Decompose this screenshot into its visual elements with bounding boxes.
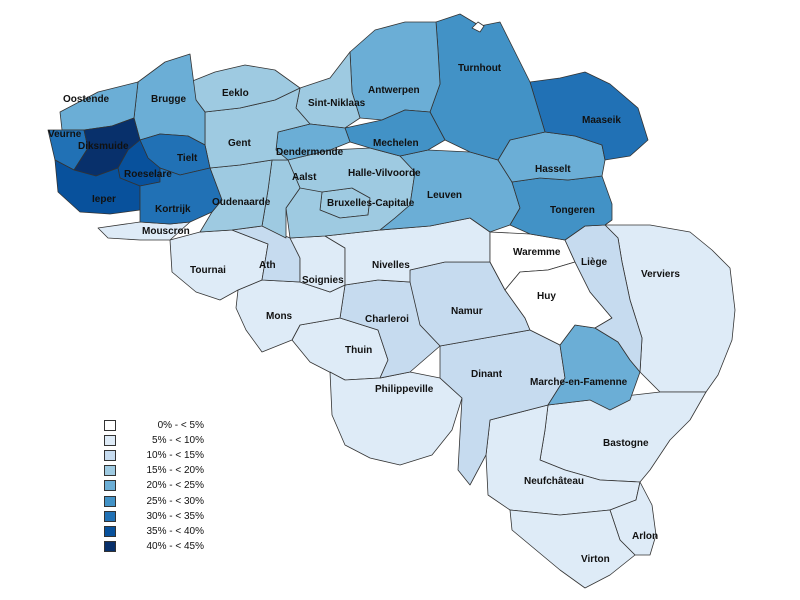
label-oostende: Oostende — [63, 94, 110, 105]
label-roeselare: Roeselare — [124, 169, 172, 180]
legend-row: 10% - < 15% — [104, 448, 204, 463]
label-neufchateau: Neufchâteau — [524, 476, 584, 487]
region-kortrijk[interactable] — [139, 167, 223, 225]
label-huy: Huy — [537, 291, 556, 302]
label-tielt: Tielt — [177, 153, 198, 164]
label-aalst: Aalst — [292, 172, 317, 183]
label-mons: Mons — [266, 311, 293, 322]
label-thuin: Thuin — [345, 345, 372, 356]
legend-swatch — [104, 420, 116, 432]
label-sint-niklaas: Sint-Niklaas — [308, 98, 366, 109]
label-antwerpen: Antwerpen — [368, 85, 420, 96]
legend-row: 40% - < 45% — [104, 539, 204, 554]
legend-row: 0% - < 5% — [104, 418, 204, 433]
legend-row: 20% - < 25% — [104, 478, 204, 493]
label-nivelles: Nivelles — [372, 260, 410, 271]
region-virton[interactable] — [509, 509, 636, 589]
label-tournai: Tournai — [190, 265, 226, 276]
label-charleroi: Charleroi — [365, 314, 409, 325]
label-leuven: Leuven — [427, 190, 462, 201]
label-eeklo: Eeklo — [222, 88, 249, 99]
legend-row: 35% - < 40% — [104, 524, 204, 539]
map-legend: 0% - < 5% 5% - < 10% 10% - < 15% 15% - <… — [104, 418, 204, 554]
legend-swatch — [104, 465, 116, 477]
label-hasselt: Hasselt — [535, 164, 571, 175]
baarle-hertog-exclave-icon — [471, 21, 485, 33]
legend-swatch — [104, 525, 116, 537]
legend-label: 15% - < 20% — [146, 465, 204, 477]
legend-swatch — [104, 450, 116, 462]
legend-row: 15% - < 20% — [104, 463, 204, 478]
legend-label: 5% - < 10% — [152, 435, 204, 447]
region-mechelen[interactable] — [344, 109, 446, 157]
label-philippeville: Philippeville — [375, 384, 434, 395]
label-oudenaarde: Oudenaarde — [212, 197, 271, 208]
label-mouscron: Mouscron — [142, 226, 190, 237]
legend-swatch — [104, 435, 116, 447]
legend-swatch — [104, 480, 116, 492]
legend-label: 20% - < 25% — [146, 480, 204, 492]
legend-swatch — [104, 495, 116, 507]
legend-row: 25% - < 30% — [104, 493, 204, 508]
label-waremme: Waremme — [513, 247, 561, 258]
label-virton: Virton — [581, 554, 610, 565]
legend-label: 10% - < 15% — [146, 450, 204, 462]
label-halle-vilvoorde: Halle-Vilvoorde — [348, 168, 421, 179]
label-mechelen: Mechelen — [373, 138, 419, 149]
label-kortrijk: Kortrijk — [155, 204, 191, 215]
label-turnhout: Turnhout — [458, 63, 502, 74]
label-namur: Namur — [451, 306, 483, 317]
region-maaseik[interactable] — [529, 71, 649, 161]
legend-row: 5% - < 10% — [104, 433, 204, 448]
legend-row: 30% - < 35% — [104, 509, 204, 524]
label-diksmuide: Diksmuide — [78, 141, 129, 152]
label-soignies: Soignies — [302, 275, 344, 286]
label-ieper: Ieper — [92, 194, 116, 205]
label-dendermonde: Dendermonde — [276, 147, 344, 158]
legend-label: 25% - < 30% — [146, 495, 204, 507]
label-maaseik: Maaseik — [582, 115, 621, 126]
region-bastogne[interactable] — [539, 391, 707, 483]
label-brugge: Brugge — [151, 94, 186, 105]
label-marche-en-famenne: Marche-en-Famenne — [530, 377, 628, 388]
legend-label: 0% - < 5% — [157, 420, 204, 432]
label-bruxelles-capitale: Bruxelles-Capitale — [327, 198, 415, 209]
label-arlon: Arlon — [632, 531, 658, 542]
label-tongeren: Tongeren — [550, 205, 595, 216]
label-dinant: Dinant — [471, 369, 503, 380]
region-sint-niklaas[interactable] — [295, 51, 361, 129]
label-veurne: Veurne — [48, 129, 82, 140]
legend-swatch — [104, 510, 116, 522]
legend-label: 30% - < 35% — [146, 510, 204, 522]
legend-swatch — [104, 540, 116, 552]
label-bastogne: Bastogne — [603, 438, 649, 449]
legend-label: 35% - < 40% — [146, 525, 204, 537]
label-liege: Liège — [581, 257, 608, 268]
label-ath: Ath — [259, 260, 276, 271]
legend-label: 40% - < 45% — [146, 540, 204, 552]
label-verviers: Verviers — [641, 269, 680, 280]
label-gent: Gent — [228, 138, 251, 149]
region-liege[interactable] — [564, 224, 643, 373]
